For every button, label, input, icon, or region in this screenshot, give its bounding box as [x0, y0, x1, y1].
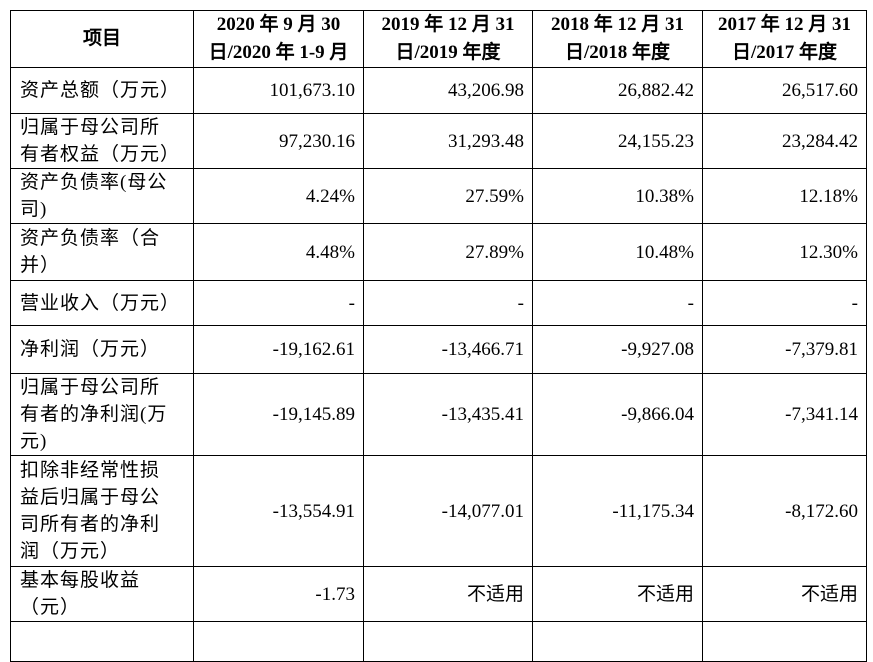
row-label-text: 营业收入（万元）: [20, 292, 181, 314]
cell-value: 12.30%: [702, 223, 867, 281]
cell-empty: [363, 621, 533, 662]
row-label-text: 净利润（万元）: [20, 339, 161, 360]
cell-value: 31,293.48: [363, 113, 533, 169]
cell-value: 97,230.16: [193, 113, 364, 169]
header-text: 日/2017 年度: [731, 42, 838, 63]
cell-value: -13,466.71: [363, 325, 533, 374]
row-label: 资产负债率(母公 司): [10, 168, 194, 224]
row-label: 营业收入（万元）: [10, 280, 194, 326]
column-header: 2020 年 9 月 30 日/2020 年 1-9 月: [193, 10, 364, 68]
row-label-text: 有者权益（万元）: [20, 144, 181, 165]
cell-value: -1.73: [193, 566, 364, 622]
table-row: 归属于母公司所 有者的净利润(万 元) -19,145.89 -13,435.41 -9,…: [10, 373, 867, 456]
cell-value: 不适用: [363, 566, 533, 622]
cell-value: 10.48%: [532, 223, 703, 281]
row-label-text: 资产总额（万元）: [20, 80, 181, 101]
cell-value: -: [702, 280, 867, 326]
row-label: 归属于母公司所 有者的净利润(万 元): [10, 373, 194, 456]
table-row: 资产负债率（合 并） 4.48% 27.89% 10.48% 12.30%: [10, 223, 867, 281]
cell-value: 4.48%: [193, 223, 364, 281]
cell-value: -7,341.14: [702, 373, 867, 456]
cell-value: -: [193, 280, 364, 326]
column-header: 2017 年 12 月 31 日/2017 年度: [702, 10, 867, 68]
cell-value: 不适用: [702, 566, 867, 622]
cell-value: -7,379.81: [702, 325, 867, 374]
row-label: 基本每股收益 （元）: [10, 566, 194, 622]
cell-value: -13,554.91: [193, 455, 364, 567]
cell-empty: [702, 621, 867, 662]
cell-value: -11,175.34: [532, 455, 703, 567]
cell-value: 27.89%: [363, 223, 533, 281]
column-header: 2019 年 12 月 31 日/2019 年度: [363, 10, 533, 68]
cell-value: -19,162.61: [193, 325, 364, 374]
column-header: 2018 年 12 月 31 日/2018 年度: [532, 10, 703, 68]
row-label: 资产总额（万元）: [10, 67, 194, 114]
table-row: 归属于母公司所 有者权益（万元） 97,230.16 31,293.48 24,155.…: [10, 113, 867, 169]
table-row: 净利润（万元） -19,162.61 -13,466.71 -9,927.08 -7,3…: [10, 325, 867, 374]
row-label-text: 归属于母公司所: [20, 377, 161, 398]
table-row: 资产总额（万元） 101,673.10 43,206.98 26,882.42 26,5…: [10, 67, 867, 114]
row-label-text: 元): [20, 431, 48, 452]
header-text: 日/2019 年度: [395, 42, 501, 63]
cell-value: 4.24%: [193, 168, 364, 224]
cell-value: 12.18%: [702, 168, 867, 224]
row-label-text: 有者的净利润(万: [20, 404, 168, 425]
row-label: 净利润（万元）: [10, 325, 194, 374]
row-label-text: 资产负债率(母公: [20, 172, 168, 193]
cell-value: -9,866.04: [532, 373, 703, 456]
cell-empty: [10, 621, 194, 662]
cell-value: 101,673.10: [193, 67, 364, 114]
row-label-text: 归属于母公司所: [20, 117, 161, 138]
row-label-text: 并）: [20, 255, 61, 276]
table-row: 营业收入（万元） - - - -: [10, 280, 867, 326]
row-label-text: （元）: [20, 597, 81, 618]
cell-value: -: [363, 280, 533, 326]
cell-value: -13,435.41: [363, 373, 533, 456]
row-label-text: 益后归属于母公: [20, 487, 161, 508]
header-text: 2018 年 12 月 31: [550, 14, 684, 35]
cell-value: 27.59%: [363, 168, 533, 224]
row-label-text: 司所有者的净利: [20, 514, 161, 535]
cell-value: 26,517.60: [702, 67, 867, 114]
row-label: 资产负债率（合 并）: [10, 223, 194, 281]
cell-value: 10.38%: [532, 168, 703, 224]
cell-empty: [532, 621, 703, 662]
header-text: 项目: [82, 28, 121, 49]
row-label-text: 资产负债率（合: [20, 228, 161, 249]
row-label: 扣除非经常性损 益后归属于母公 司所有者的净利 润（万元）: [10, 455, 194, 567]
header-text: 日/2020 年 1-9 月: [208, 42, 349, 63]
header-text: 2017 年 12 月 31: [717, 14, 851, 35]
cell-value: 26,882.42: [532, 67, 703, 114]
row-label-text: 扣除非经常性损: [20, 460, 161, 481]
row-label: 归属于母公司所 有者权益（万元）: [10, 113, 194, 169]
header-text: 2019 年 12 月 31: [381, 14, 515, 35]
cell-value: -9,927.08: [532, 325, 703, 374]
row-label-text: 基本每股收益: [20, 570, 141, 591]
header-text: 日/2018 年度: [564, 42, 671, 63]
cell-value: 43,206.98: [363, 67, 533, 114]
row-label-text: 司): [20, 199, 48, 220]
table-row-partial: [10, 621, 867, 662]
table-row: 扣除非经常性损 益后归属于母公 司所有者的净利 润（万元） -13,554.91 -14,…: [10, 455, 867, 567]
cell-value: -: [532, 280, 703, 326]
financial-data-table: 项目 2020 年 9 月 30 日/2020 年 1-9 月 2019 年 12 月…: [10, 10, 867, 662]
header-row: 项目 2020 年 9 月 30 日/2020 年 1-9 月 2019 年 12 月…: [10, 10, 867, 68]
cell-value: 不适用: [532, 566, 703, 622]
column-header: 项目: [10, 10, 194, 68]
header-text: 2020 年 9 月 30: [216, 14, 341, 35]
cell-value: -8,172.60: [702, 455, 867, 567]
table-row: 资产负债率(母公 司) 4.24% 27.59% 10.38% 12.18%: [10, 168, 867, 224]
cell-value: 24,155.23: [532, 113, 703, 169]
cell-value: -19,145.89: [193, 373, 364, 456]
cell-value: 23,284.42: [702, 113, 867, 169]
cell-empty: [193, 621, 364, 662]
cell-value: -14,077.01: [363, 455, 533, 567]
table-row: 基本每股收益 （元） -1.73 不适用 不适用 不适用: [10, 566, 867, 622]
row-label-text: 润（万元）: [20, 541, 121, 562]
